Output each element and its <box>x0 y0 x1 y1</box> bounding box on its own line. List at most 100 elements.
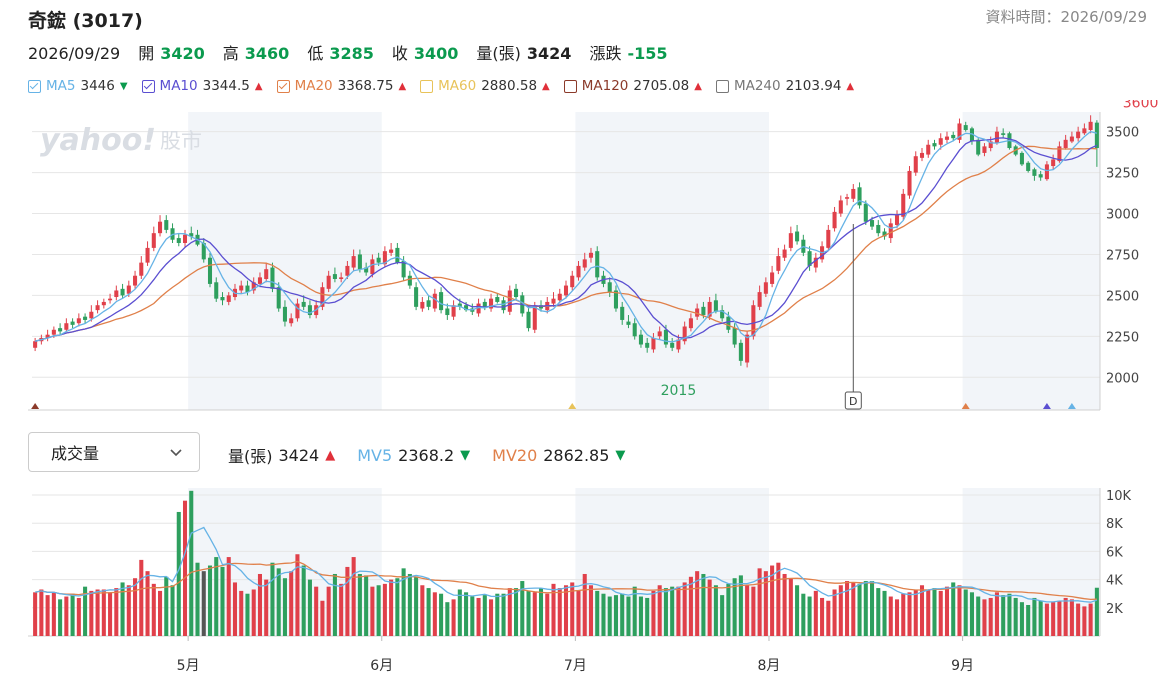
volume-tick-label: 4K <box>1106 574 1123 589</box>
volume-bar <box>770 565 775 636</box>
candle-body <box>464 305 469 311</box>
volume-bar <box>326 586 331 636</box>
candle-body <box>114 290 119 298</box>
candle-body <box>45 334 50 338</box>
volume-bar <box>226 557 231 636</box>
candle-body <box>351 256 356 268</box>
candle-body <box>76 318 81 324</box>
candle-body <box>326 275 331 289</box>
candle <box>182 229 188 248</box>
candle-body <box>401 261 406 278</box>
volume-bar <box>464 592 469 636</box>
checkbox-icon[interactable] <box>28 79 41 93</box>
volume-bar <box>801 593 806 636</box>
high-label: 高 <box>222 44 239 63</box>
month-label: 6月 <box>370 658 393 674</box>
candle-body <box>851 188 856 199</box>
volume-bar <box>382 583 387 636</box>
candle <box>551 292 556 307</box>
candle-body <box>457 303 462 307</box>
month-label: 5月 <box>177 658 200 674</box>
candle-body <box>626 321 631 325</box>
checkbox-icon[interactable] <box>420 79 434 93</box>
ma-legend-item-ma120[interactable]: MA120 2705.08 ▲ <box>563 78 702 94</box>
volume-bar <box>845 581 850 636</box>
price-chart[interactable]: 3500 3250 3000 2750 2500 2250 2000 yahoo! 股市 3600… <box>0 100 1161 420</box>
candle <box>876 220 881 237</box>
triangle-up-icon: ▲ <box>398 80 407 92</box>
candle <box>1026 161 1031 173</box>
candle <box>757 285 762 311</box>
dividend-marker-label: D <box>849 395 857 408</box>
event-triangle-icon <box>961 403 970 409</box>
candle-body <box>894 215 900 225</box>
volume-bar <box>108 592 113 636</box>
candle <box>576 261 581 281</box>
volume-bar <box>538 588 544 636</box>
volume-chart[interactable]: 10K 8K 6K 4K 2K 5月 6月 7月 8月 9月 <box>0 480 1161 680</box>
volume-bar <box>788 578 793 636</box>
candle <box>214 277 219 302</box>
volume-bar <box>782 573 787 636</box>
volume-bar <box>1013 597 1018 636</box>
ma-legend-item-ma60[interactable]: MA60 2880.58 ▲ <box>420 78 550 94</box>
candle-body <box>407 275 412 286</box>
candle <box>108 293 113 304</box>
candle <box>332 267 337 283</box>
candle-body <box>289 318 294 324</box>
candle <box>158 215 163 237</box>
candle-body <box>139 262 144 276</box>
candle <box>289 313 294 327</box>
volume-bar <box>1026 604 1031 636</box>
candle <box>582 252 587 271</box>
ma-legend-item-ma10[interactable]: MA10 3344.5 ▲ <box>141 78 263 94</box>
volume-bar <box>320 600 325 636</box>
checkbox-icon[interactable] <box>276 79 290 93</box>
candle-body <box>320 287 325 307</box>
ma-legend-item-ma5[interactable]: MA5 3446 ▼ <box>28 78 128 94</box>
volume-bar <box>445 602 450 636</box>
candle <box>657 326 662 340</box>
ma-legend-item-ma20[interactable]: MA20 3368.75 ▲ <box>276 78 407 94</box>
volume-bar <box>795 585 800 636</box>
volume-bar <box>151 583 156 636</box>
candle <box>395 242 400 265</box>
candle-body <box>282 306 287 322</box>
candle <box>95 300 100 314</box>
volume-bar <box>182 500 188 636</box>
volume-bar <box>276 568 281 636</box>
candle <box>514 283 519 301</box>
volume-bar <box>189 490 194 636</box>
volume-tick-label: 10K <box>1106 489 1132 504</box>
candle <box>301 295 306 311</box>
candle-body <box>1088 121 1093 131</box>
candle-body <box>370 259 375 275</box>
candle-body <box>926 144 931 155</box>
candle-body <box>1051 159 1056 167</box>
checkbox-icon[interactable] <box>563 79 577 93</box>
checkbox-icon[interactable] <box>715 79 729 93</box>
change-value: -155 <box>627 44 668 63</box>
candle <box>382 246 387 268</box>
ma-value: 3446 <box>80 78 115 94</box>
candle-body <box>426 300 431 307</box>
volume-legend-name: 量(張) <box>228 447 273 466</box>
volume-bar <box>857 583 862 636</box>
candle <box>295 298 300 322</box>
volume-bar <box>707 579 712 636</box>
volume-bar <box>251 589 256 636</box>
volume-bar <box>613 595 618 636</box>
ma-legend-item-ma240[interactable]: MA240 2103.94 ▲ <box>715 78 854 94</box>
checkbox-icon[interactable] <box>141 79 155 93</box>
candle-body <box>301 301 306 307</box>
ma-name: MA60 <box>438 78 477 94</box>
candle-body <box>101 301 106 306</box>
candle <box>114 285 119 301</box>
candle-body <box>1032 169 1037 176</box>
candle <box>451 300 456 320</box>
candle <box>1051 154 1056 170</box>
candle <box>751 300 756 340</box>
volume-bar <box>145 571 150 636</box>
month-band <box>188 112 382 410</box>
indicator-select[interactable]: 成交量 <box>28 432 200 472</box>
